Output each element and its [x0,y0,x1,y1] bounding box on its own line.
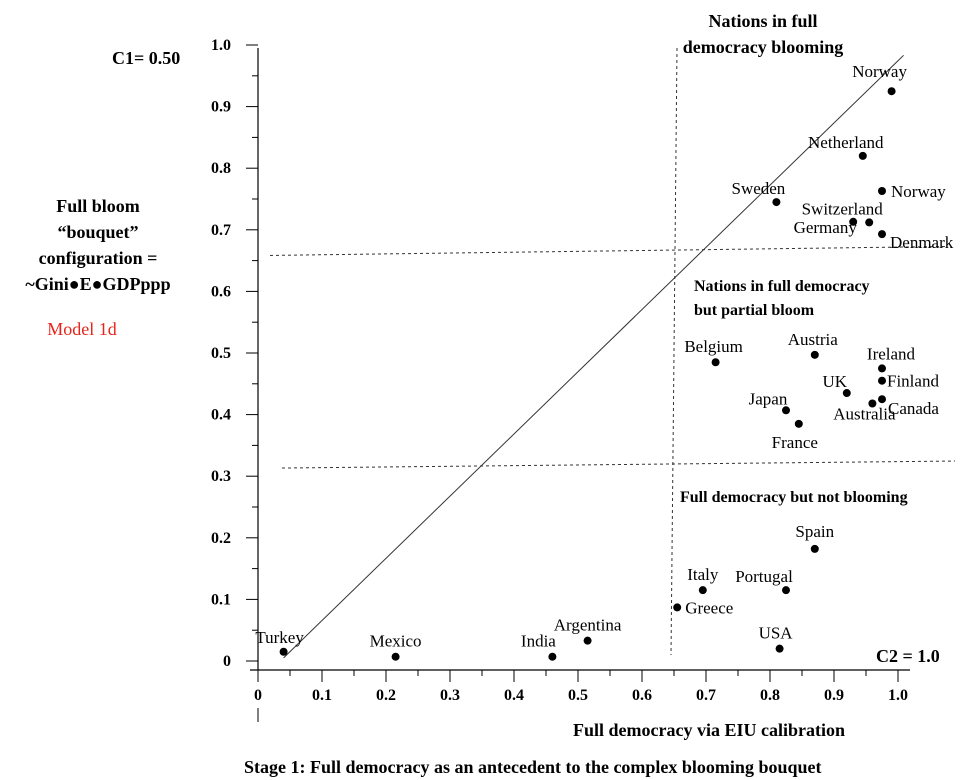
data-point-label: Norway [852,62,907,81]
x-tick-label: 0.6 [632,687,652,704]
x-tick-label: 0.7 [696,687,716,704]
threshold-line-vertical [670,47,678,656]
x-tick-label: 0 [254,687,262,704]
data-point-label: Sweden [731,179,785,198]
region-label-top-line2: democracy blooming [683,37,843,57]
data-point-label: Turkey [255,628,304,647]
data-point [782,406,790,415]
data-point [810,544,819,553]
y-tick-label: 0.8 [211,160,231,177]
y-tick-label: 0.7 [211,222,231,239]
data-point [279,647,288,656]
data-point [698,586,707,595]
data-point [673,603,682,612]
y-tick-label: 0.5 [211,345,231,362]
x-tick-label: 0.1 [312,687,332,704]
data-point [878,395,886,404]
data-point-label: Mexico [370,632,422,651]
data-point-label: Argentina [554,616,622,635]
data-point-label: Denmark [890,233,954,252]
y-tick-label: 1.0 [211,37,231,54]
model-label: Model 1d [47,319,117,339]
data-point [782,586,790,595]
data-point-label: Italy [687,565,719,584]
chart-caption: Stage 1: Full democracy as an antecedent… [244,757,821,777]
data-point [849,217,858,226]
x-tick-label: 0.3 [440,687,460,704]
x-tick-label: 0.4 [504,687,524,704]
data-point [391,652,400,661]
y-axis-label-line4: ~Gini●E●GDPppp [25,274,170,294]
data-point-label: Germany [794,218,858,237]
x-tick-label: 0.2 [376,687,396,704]
data-point [772,198,781,207]
data-point-label: USA [759,624,794,643]
threshold-line-upper [269,245,949,256]
x-tick-label: 0.9 [824,687,844,704]
data-point [878,230,886,239]
data-point-label: India [521,632,556,651]
region-label-bottom: Full democracy but not blooming [680,489,908,506]
data-point-label: Australia [833,405,896,424]
diagonal-reference-line [283,54,904,659]
data-point [878,376,886,385]
data-point [583,636,592,645]
data-point [842,389,851,398]
data-point-label: Belgium [684,337,743,356]
data-point [548,652,557,661]
data-point-label: Portugal [735,567,793,586]
y-axis-label-line3: configuration = [39,248,158,268]
region-label-middle-line2: but partial bloom [694,302,815,319]
data-point [858,151,867,160]
data-point-label: Switzerland [802,199,884,218]
y-axis-label-line1: Full bloom [56,196,140,216]
y-tick-label: 0.3 [211,468,231,485]
data-point-label: Greece [685,598,733,617]
x-tick-label: 0.8 [760,687,780,704]
data-point-label: Finland [887,372,939,391]
data-point-label: Japan [749,389,788,408]
data-point [794,419,803,428]
data-point-label: UK [823,372,848,391]
data-point [868,399,877,408]
data-point [865,218,874,227]
region-label-top-line1: Nations in full [708,11,817,31]
x-tick-label: 0.5 [568,687,588,704]
y-tick-label: 0.6 [211,283,231,300]
data-point-label: Canada [888,399,939,418]
y-tick-label: 0.1 [211,591,231,608]
data-point-label: Norway [891,182,946,201]
y-tick-label: 0 [223,653,231,670]
data-point-label: Spain [795,522,834,541]
data-point-label: Austria [788,330,839,349]
data-point [775,644,784,653]
y-tick-label: 0.2 [211,530,231,547]
data-point [878,364,886,373]
threshold-line-lower [281,460,956,469]
data-point-label: Netherland [808,133,884,152]
y-tick-label: 0.4 [211,407,231,424]
data-point [810,350,819,359]
data-point [878,186,886,195]
y-axis-label-line2: “bouquet” [57,222,138,242]
region-label-middle-line1: Nations in full democracy [694,278,870,295]
data-point-label: France [772,433,818,452]
data-point [887,87,896,96]
x-axis-label: Full democracy via EIU calibration [573,720,845,740]
c1-label: C1= 0.50 [112,48,180,68]
c2-label: C2 = 1.0 [876,646,940,666]
data-point [711,358,720,367]
y-tick-label: 0.9 [211,99,231,116]
data-point-label: Ireland [867,344,916,363]
x-tick-label: 1.0 [888,687,908,704]
